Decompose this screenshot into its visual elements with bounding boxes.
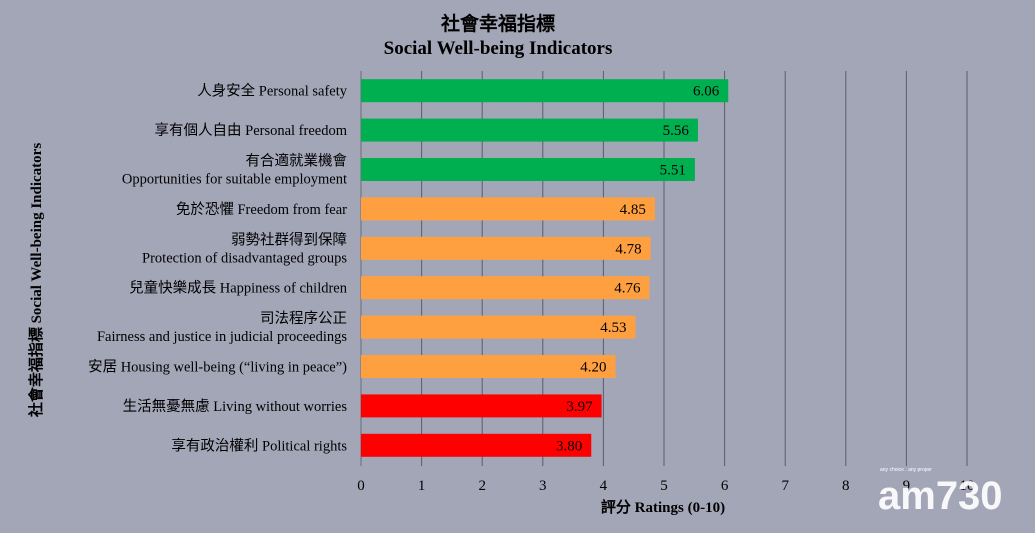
category-label: Opportunities for suitable employment	[122, 172, 347, 188]
category-label: 免於恐懼 Freedom from fear	[176, 201, 347, 218]
x-tick-label: 6	[721, 478, 729, 494]
x-tick-label: 9	[903, 478, 911, 494]
category-label: 兒童快樂成長 Happiness of children	[129, 279, 348, 297]
bar	[361, 276, 650, 300]
category-label: 生活無憂無慮 Living without worries	[123, 398, 348, 415]
category-label: 司法程序公正	[260, 310, 347, 327]
x-tick-label: 7	[781, 478, 789, 494]
bar	[361, 197, 655, 221]
bar-value-label: 4.53	[600, 320, 626, 336]
category-label: 弱勢社群得到保障	[231, 230, 347, 248]
bar	[361, 236, 651, 260]
bar	[361, 158, 695, 181]
category-label: 有合適就業機會	[246, 152, 348, 170]
category-label: Protection of disadvantaged groups	[142, 250, 347, 266]
svg-text:am730: am730	[878, 474, 1003, 518]
x-tick-label: 0	[357, 478, 365, 494]
category-label: Fairness and justice in judicial proceed…	[97, 329, 347, 345]
bar	[361, 355, 616, 378]
chart-subtitle: Social Well-being Indicators	[384, 38, 613, 59]
bar	[361, 394, 602, 418]
category-label: 人身安全 Personal safety	[197, 82, 348, 100]
y-axis-title: 社會幸福指標 Social Well-being Indicators	[27, 143, 45, 418]
x-tick-label: 10	[960, 478, 975, 494]
x-tick-label: 5	[660, 478, 668, 494]
bar-value-label: 4.20	[580, 360, 606, 376]
category-labels: 人身安全 Personal safety 享有個人自由 Personal free…	[88, 82, 348, 455]
bar-value-label: 4.76	[614, 281, 641, 297]
bar-value-label: 5.56	[663, 123, 690, 139]
x-axis-title: 評分 Ratings (0-10)	[601, 498, 725, 516]
bar-value-label: 3.97	[566, 399, 593, 415]
bar	[361, 315, 636, 339]
category-label: 安居 Housing well-being (“living in peace”…	[88, 359, 347, 376]
category-label: 享有個人自由 Personal freedom	[155, 122, 348, 139]
bar-value-label: 3.80	[556, 438, 582, 454]
bar-value-label: 6.06	[693, 84, 720, 100]
category-label: 享有政治權利 Political rights	[171, 437, 347, 454]
x-tick-label: 2	[478, 478, 486, 494]
chart-title: 社會幸福指標	[440, 12, 555, 35]
bar-value-label: 4.85	[620, 202, 646, 218]
x-tick-labels: 0 1 2 3 4 5 6 7 8 9 10	[357, 478, 974, 494]
bar	[361, 118, 698, 142]
bars-group: 6.06 5.56 5.51 4.85 4.78 4.76 4.53 4.20 3.97 3.80	[361, 79, 729, 457]
x-tick-label: 4	[600, 478, 608, 494]
x-tick-label: 3	[539, 478, 547, 494]
x-tick-label: 1	[418, 478, 426, 494]
bar-value-label: 5.51	[660, 163, 686, 179]
bar	[361, 79, 729, 103]
bar	[361, 433, 592, 457]
svg-text:any choice . any proper: any choice . any proper	[880, 467, 932, 473]
x-tick-label: 8	[842, 478, 850, 494]
bar-value-label: 4.78	[615, 241, 641, 257]
am730-logo: any choice . any proper am730	[878, 467, 1003, 518]
